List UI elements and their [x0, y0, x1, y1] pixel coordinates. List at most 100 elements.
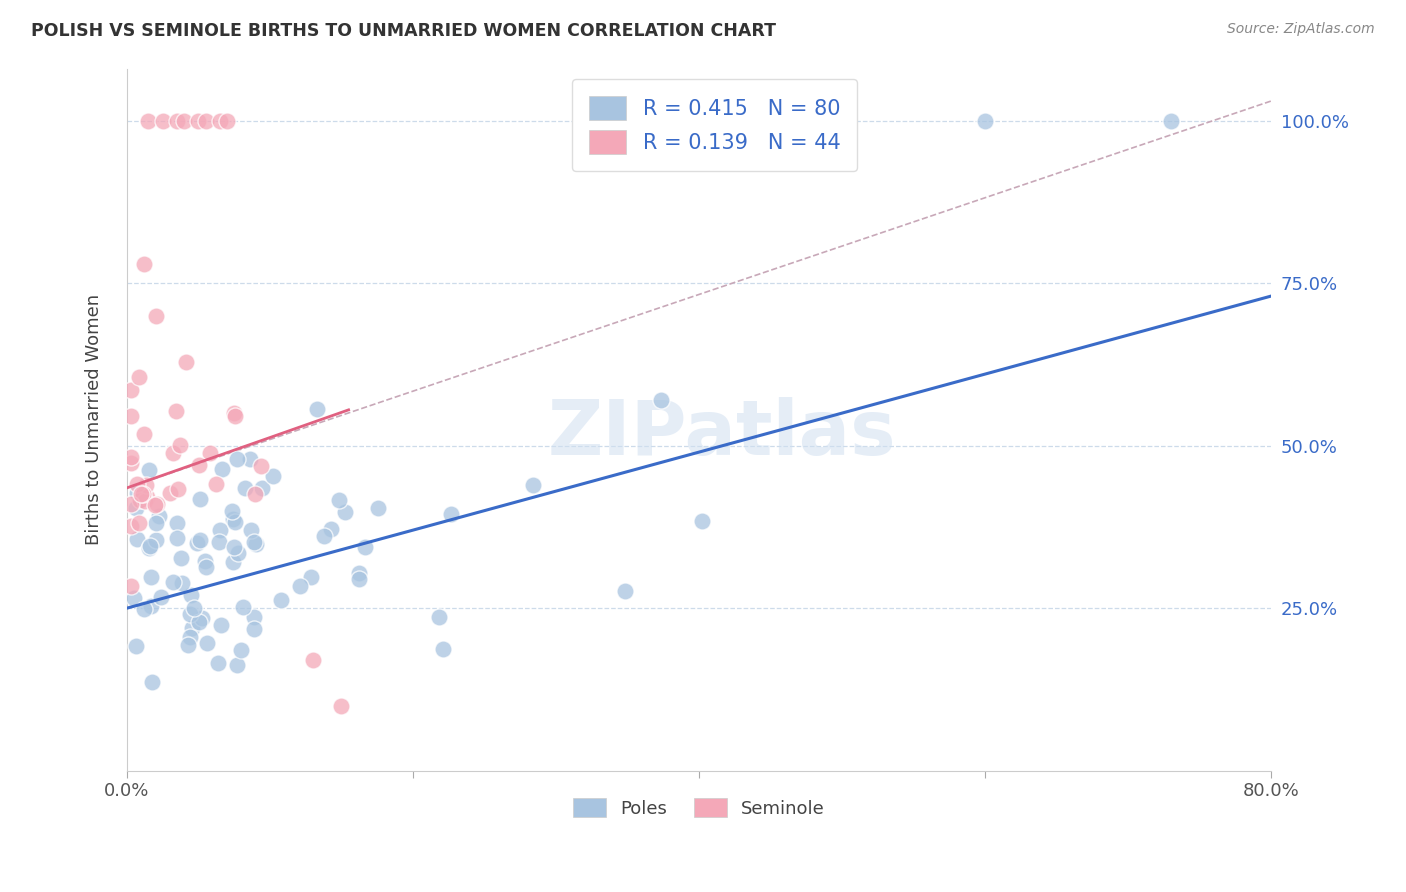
- Point: [302, 653, 325, 667]
- Point: [440, 507, 463, 521]
- Point: [243, 622, 266, 636]
- Point: [186, 536, 208, 550]
- Point: [243, 610, 266, 624]
- Legend: Poles, Seminole: Poles, Seminole: [567, 791, 832, 825]
- Text: ZIPatlas: ZIPatlas: [547, 397, 896, 471]
- Point: [207, 657, 229, 671]
- Point: [233, 481, 256, 495]
- Point: [225, 658, 247, 673]
- Point: [224, 515, 246, 529]
- Point: [195, 635, 218, 649]
- Point: [690, 514, 713, 528]
- Point: [180, 588, 202, 602]
- Point: [162, 446, 184, 460]
- Point: [132, 487, 155, 501]
- Point: [162, 574, 184, 589]
- Point: [208, 113, 231, 128]
- Point: [177, 638, 200, 652]
- Point: [128, 493, 150, 508]
- Point: [146, 497, 169, 511]
- Point: [148, 508, 170, 523]
- Point: [179, 607, 201, 622]
- Point: [183, 600, 205, 615]
- Point: [270, 593, 292, 607]
- Point: [221, 504, 243, 518]
- Point: [299, 570, 322, 584]
- Point: [128, 369, 150, 384]
- Point: [226, 451, 249, 466]
- Point: [120, 456, 142, 470]
- Point: [288, 579, 311, 593]
- Point: [141, 675, 163, 690]
- Point: [136, 490, 159, 504]
- Point: [208, 534, 231, 549]
- Point: [330, 698, 353, 713]
- Point: [128, 516, 150, 530]
- Text: POLISH VS SEMINOLE BIRTHS TO UNMARRIED WOMEN CORRELATION CHART: POLISH VS SEMINOLE BIRTHS TO UNMARRIED W…: [31, 22, 776, 40]
- Point: [127, 477, 149, 491]
- Point: [180, 621, 202, 635]
- Point: [166, 113, 188, 128]
- Point: [349, 572, 371, 586]
- Point: [169, 438, 191, 452]
- Point: [250, 481, 273, 495]
- Point: [1160, 113, 1182, 128]
- Point: [170, 551, 193, 566]
- Point: [347, 566, 370, 580]
- Point: [187, 113, 209, 128]
- Point: [221, 512, 243, 526]
- Point: [222, 555, 245, 569]
- Point: [305, 402, 328, 417]
- Point: [125, 486, 148, 500]
- Point: [138, 113, 160, 128]
- Point: [188, 492, 211, 507]
- Point: [125, 639, 148, 653]
- Point: [188, 533, 211, 548]
- Point: [321, 522, 343, 536]
- Point: [204, 477, 226, 491]
- Point: [226, 546, 249, 560]
- Point: [150, 591, 173, 605]
- Point: [179, 630, 201, 644]
- Point: [139, 570, 162, 584]
- Point: [354, 540, 377, 554]
- Point: [120, 497, 142, 511]
- Point: [145, 309, 167, 323]
- Y-axis label: Births to Unmarried Women: Births to Unmarried Women: [86, 294, 103, 545]
- Point: [143, 498, 166, 512]
- Point: [245, 536, 267, 550]
- Point: [188, 615, 211, 629]
- Point: [173, 113, 195, 128]
- Point: [120, 409, 142, 424]
- Point: [333, 505, 356, 519]
- Point: [172, 575, 194, 590]
- Point: [120, 383, 142, 397]
- Point: [135, 478, 157, 492]
- Point: [187, 458, 209, 473]
- Point: [125, 501, 148, 516]
- Point: [125, 532, 148, 546]
- Point: [211, 461, 233, 475]
- Point: [132, 256, 155, 270]
- Point: [239, 523, 262, 537]
- Point: [152, 113, 174, 128]
- Point: [141, 599, 163, 614]
- Point: [262, 468, 284, 483]
- Point: [145, 533, 167, 547]
- Point: [208, 524, 231, 538]
- Point: [120, 519, 142, 533]
- Point: [195, 560, 218, 574]
- Point: [132, 426, 155, 441]
- Point: [367, 501, 389, 516]
- Point: [224, 406, 246, 420]
- Point: [174, 355, 197, 369]
- Point: [613, 584, 636, 599]
- Point: [239, 451, 262, 466]
- Point: [243, 486, 266, 500]
- Text: Source: ZipAtlas.com: Source: ZipAtlas.com: [1227, 22, 1375, 37]
- Point: [166, 516, 188, 531]
- Point: [432, 641, 454, 656]
- Point: [120, 579, 142, 593]
- Point: [209, 617, 232, 632]
- Point: [139, 539, 162, 553]
